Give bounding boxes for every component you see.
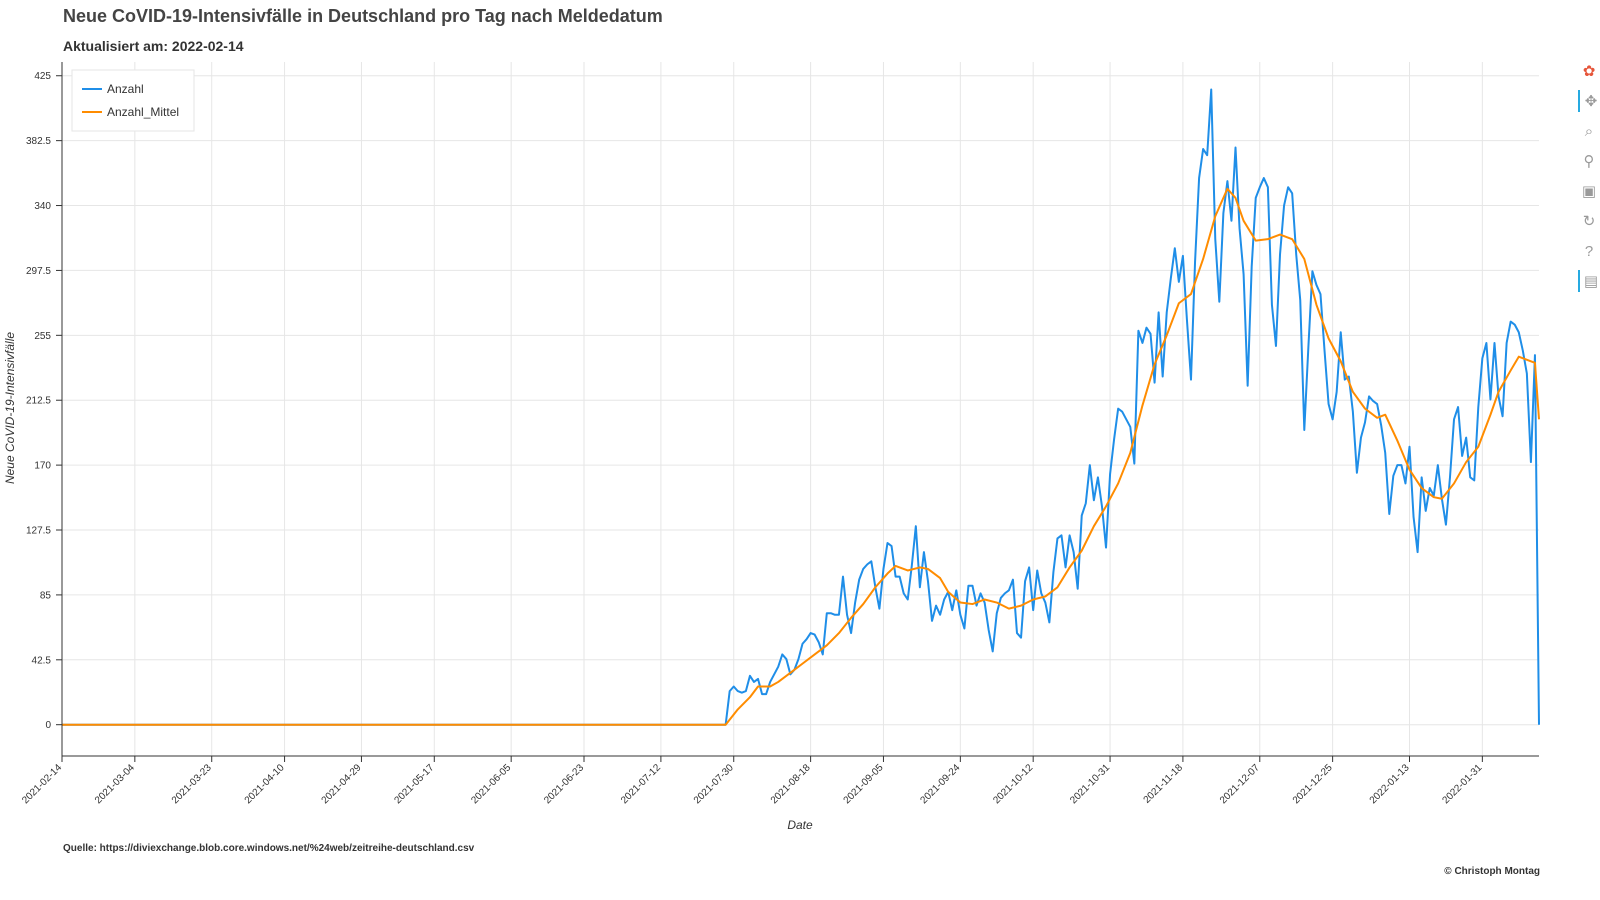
hover-tool-icon[interactable]: ▤ bbox=[1578, 270, 1600, 292]
x-gridlines bbox=[61, 62, 1483, 756]
x-tick-label: 2022-01-31 bbox=[1441, 762, 1485, 806]
y-tick-label: 340 bbox=[34, 201, 51, 212]
x-tick-label: 2021-09-24 bbox=[919, 762, 963, 806]
series-line-anzahl bbox=[62, 88, 1540, 726]
reset-tool-icon[interactable]: ↻ bbox=[1582, 213, 1596, 230]
save-tool-icon[interactable]: ▣ bbox=[1581, 183, 1597, 200]
y-tick-label: 0 bbox=[45, 720, 51, 731]
y-tick-label: 382.5 bbox=[26, 136, 51, 147]
x-tick-label: 2021-10-12 bbox=[991, 762, 1035, 806]
x-tick-label: 2021-02-14 bbox=[20, 762, 64, 806]
bokeh-logo-icon: ✿ bbox=[1582, 63, 1596, 80]
series-layer bbox=[62, 88, 1540, 726]
y-tick-label: 127.5 bbox=[26, 526, 51, 537]
credit-note: © Christoph Montag bbox=[1444, 866, 1540, 877]
legend: Anzahl Anzahl_Mittel bbox=[71, 69, 195, 132]
y-tick-label: 255 bbox=[34, 331, 51, 342]
y-tick-label: 212.5 bbox=[26, 396, 51, 407]
box-zoom-tool-icon[interactable]: ⌕ bbox=[1584, 122, 1594, 140]
y-tick-label: 170 bbox=[34, 461, 51, 472]
legend-box bbox=[71, 69, 195, 132]
x-tick-label: 2021-07-12 bbox=[619, 762, 663, 806]
y-axis-ticks: 0 42.5 85 127.5 170 212.5 255 297.5 340 382.5 425 bbox=[26, 71, 62, 731]
x-tick-label: 2021-04-29 bbox=[320, 762, 364, 806]
y-gridlines bbox=[62, 75, 1539, 726]
chart-subtitle: Aktualisiert am: 2022-02-14 bbox=[63, 38, 244, 54]
series-line-anzahl-mittel bbox=[62, 187, 1540, 726]
x-axis-label: Date bbox=[787, 818, 813, 832]
x-tick-label: 2021-11-18 bbox=[1142, 762, 1186, 806]
x-tick-label: 2021-10-31 bbox=[1068, 762, 1112, 806]
x-tick-label: 2021-05-17 bbox=[392, 762, 436, 806]
source-note: Quelle: https://diviexchange.blob.core.w… bbox=[63, 843, 475, 854]
x-tick-label: 2021-06-23 bbox=[542, 762, 586, 806]
y-tick-label: 425 bbox=[34, 71, 51, 82]
x-tick-label: 2021-04-10 bbox=[243, 762, 287, 806]
x-tick-label: 2021-03-23 bbox=[170, 762, 214, 806]
legend-label-anzahl-mittel: Anzahl_Mittel bbox=[107, 105, 179, 119]
pan-tool-icon[interactable]: ✥ bbox=[1578, 90, 1600, 112]
x-tick-label: 2021-12-25 bbox=[1291, 762, 1335, 806]
chart-title: Neue CoVID-19-Intensivfälle in Deutschla… bbox=[63, 6, 663, 26]
x-tick-label: 2022-01-13 bbox=[1368, 762, 1412, 806]
y-tick-label: 85 bbox=[40, 590, 52, 601]
x-tick-label: 2021-09-05 bbox=[842, 762, 886, 806]
y-tick-label: 42.5 bbox=[32, 655, 52, 666]
x-tick-label: 2021-08-18 bbox=[769, 762, 813, 806]
x-tick-label: 2021-06-05 bbox=[469, 762, 513, 806]
x-tick-label: 2021-03-04 bbox=[93, 762, 137, 806]
y-axis-label: Neue CoVID-19-Intensivfälle bbox=[3, 332, 17, 484]
help-tool-icon[interactable]: ? bbox=[1584, 242, 1594, 260]
x-axis-ticks: 2021-02-14 2021-03-04 2021-03-23 2021-04-10… bbox=[20, 756, 1485, 806]
y-tick-label: 297.5 bbox=[26, 266, 51, 277]
wheel-zoom-tool-icon[interactable]: ⚲ bbox=[1583, 153, 1595, 170]
x-tick-label: 2021-07-30 bbox=[692, 762, 736, 806]
x-tick-label: 2021-12-07 bbox=[1218, 762, 1262, 806]
legend-label-anzahl: Anzahl bbox=[107, 82, 144, 96]
